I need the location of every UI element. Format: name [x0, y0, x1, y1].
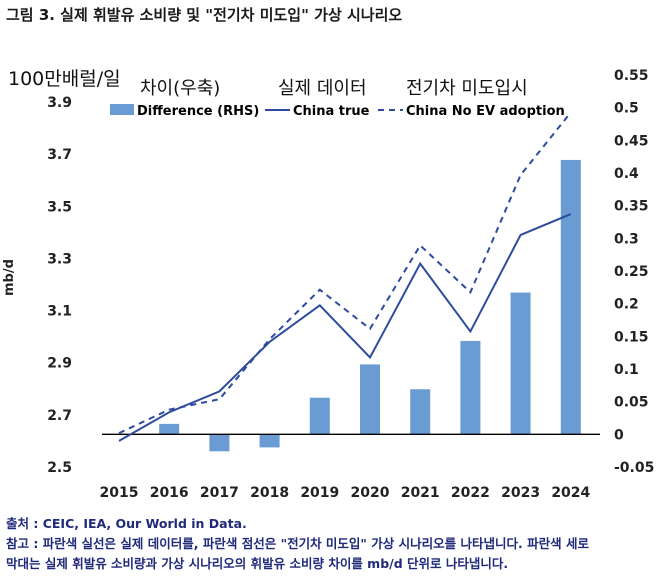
x-tick-label: 2017 [200, 485, 239, 500]
bar-difference-2023 [510, 292, 531, 435]
y-tick-label: 3.1 [47, 304, 72, 320]
legend-label-true: China true [293, 104, 370, 119]
y2-tick-label: 0.1 [614, 362, 639, 378]
bar-difference-2018 [259, 434, 280, 448]
y2-tick-label: 0.4 [614, 166, 639, 182]
y2-tick-label: 0.15 [614, 329, 649, 345]
x-tick-label: 2023 [501, 485, 540, 500]
x-tick-label: 2019 [300, 485, 339, 500]
y2-tick-label: -0.05 [614, 460, 654, 476]
legend-label-difference: Difference (RHS) [137, 104, 259, 119]
note-line-2: 막대는 실제 휘발유 소비량과 가상 시나리오의 휘발유 소비량 차이를 mb/… [6, 556, 509, 571]
y2-tick-label: 0.35 [614, 199, 649, 215]
bar-difference-2022 [460, 340, 481, 435]
y-tick-label: 3.9 [47, 95, 72, 111]
y2-tick-label: 0 [614, 427, 624, 443]
legend: Difference (RHS) China true China No EV … [110, 104, 565, 119]
bar-difference-2019 [309, 397, 330, 435]
line-china-no-ev [118, 111, 572, 435]
y-tick-label: 2.5 [47, 460, 72, 476]
legend-swatch-difference [110, 104, 134, 115]
y-tick-label: 2.9 [47, 356, 72, 372]
bar-difference-2024 [560, 159, 581, 435]
y2-tick-label: 0.45 [614, 133, 649, 149]
note-line-1: 참고 : 파란색 실선은 실제 데이터를, 파란색 점선은 "전기차 미도입" … [6, 536, 589, 551]
y-tick-label: 3.3 [47, 251, 72, 267]
unit-label: 100만배럴/일 [8, 68, 121, 90]
x-tick-label: 2015 [100, 485, 139, 500]
x-tick-label: 2018 [250, 485, 289, 500]
x-tick-label: 2024 [551, 485, 590, 500]
x-tick-label: 2021 [401, 485, 440, 500]
x-tick-label: 2020 [351, 485, 390, 500]
bar-difference-2016 [159, 423, 180, 435]
source-note: 출처 : CEIC, IEA, Our World in Data. [6, 516, 247, 531]
y2-tick-label: 0.5 [614, 101, 639, 117]
line-china-true [118, 213, 572, 442]
figure-title: 그림 3. 실제 휘발유 소비량 및 "전기차 미도입" 가상 시나리오 [6, 6, 403, 24]
y2-tick-label: 0.3 [614, 231, 639, 247]
chart: Difference (RHS) China true China No EV … [47, 68, 654, 500]
bar-difference-2021 [410, 389, 431, 435]
bar-difference-2017 [209, 434, 230, 452]
y2-tick-label: 0.55 [614, 68, 649, 84]
y2-tick-label: 0.05 [614, 395, 649, 411]
difference-korean-label: 차이(우축) [140, 78, 221, 99]
y-tick-label: 3.5 [47, 199, 72, 215]
legend-label-noev: China No EV adoption [406, 104, 565, 119]
bar-difference-2020 [360, 364, 380, 435]
true-korean-label: 실제 데이터 [278, 78, 367, 99]
noev-korean-label: 전기차 미도입시 [406, 78, 528, 99]
x-tick-label: 2016 [150, 485, 189, 500]
y2-tick-label: 0.2 [614, 297, 639, 313]
y-tick-label: 3.7 [47, 147, 72, 163]
x-tick-label: 2022 [451, 485, 490, 500]
y-tick-label: 2.7 [47, 408, 72, 424]
y2-tick-label: 0.25 [614, 264, 649, 280]
